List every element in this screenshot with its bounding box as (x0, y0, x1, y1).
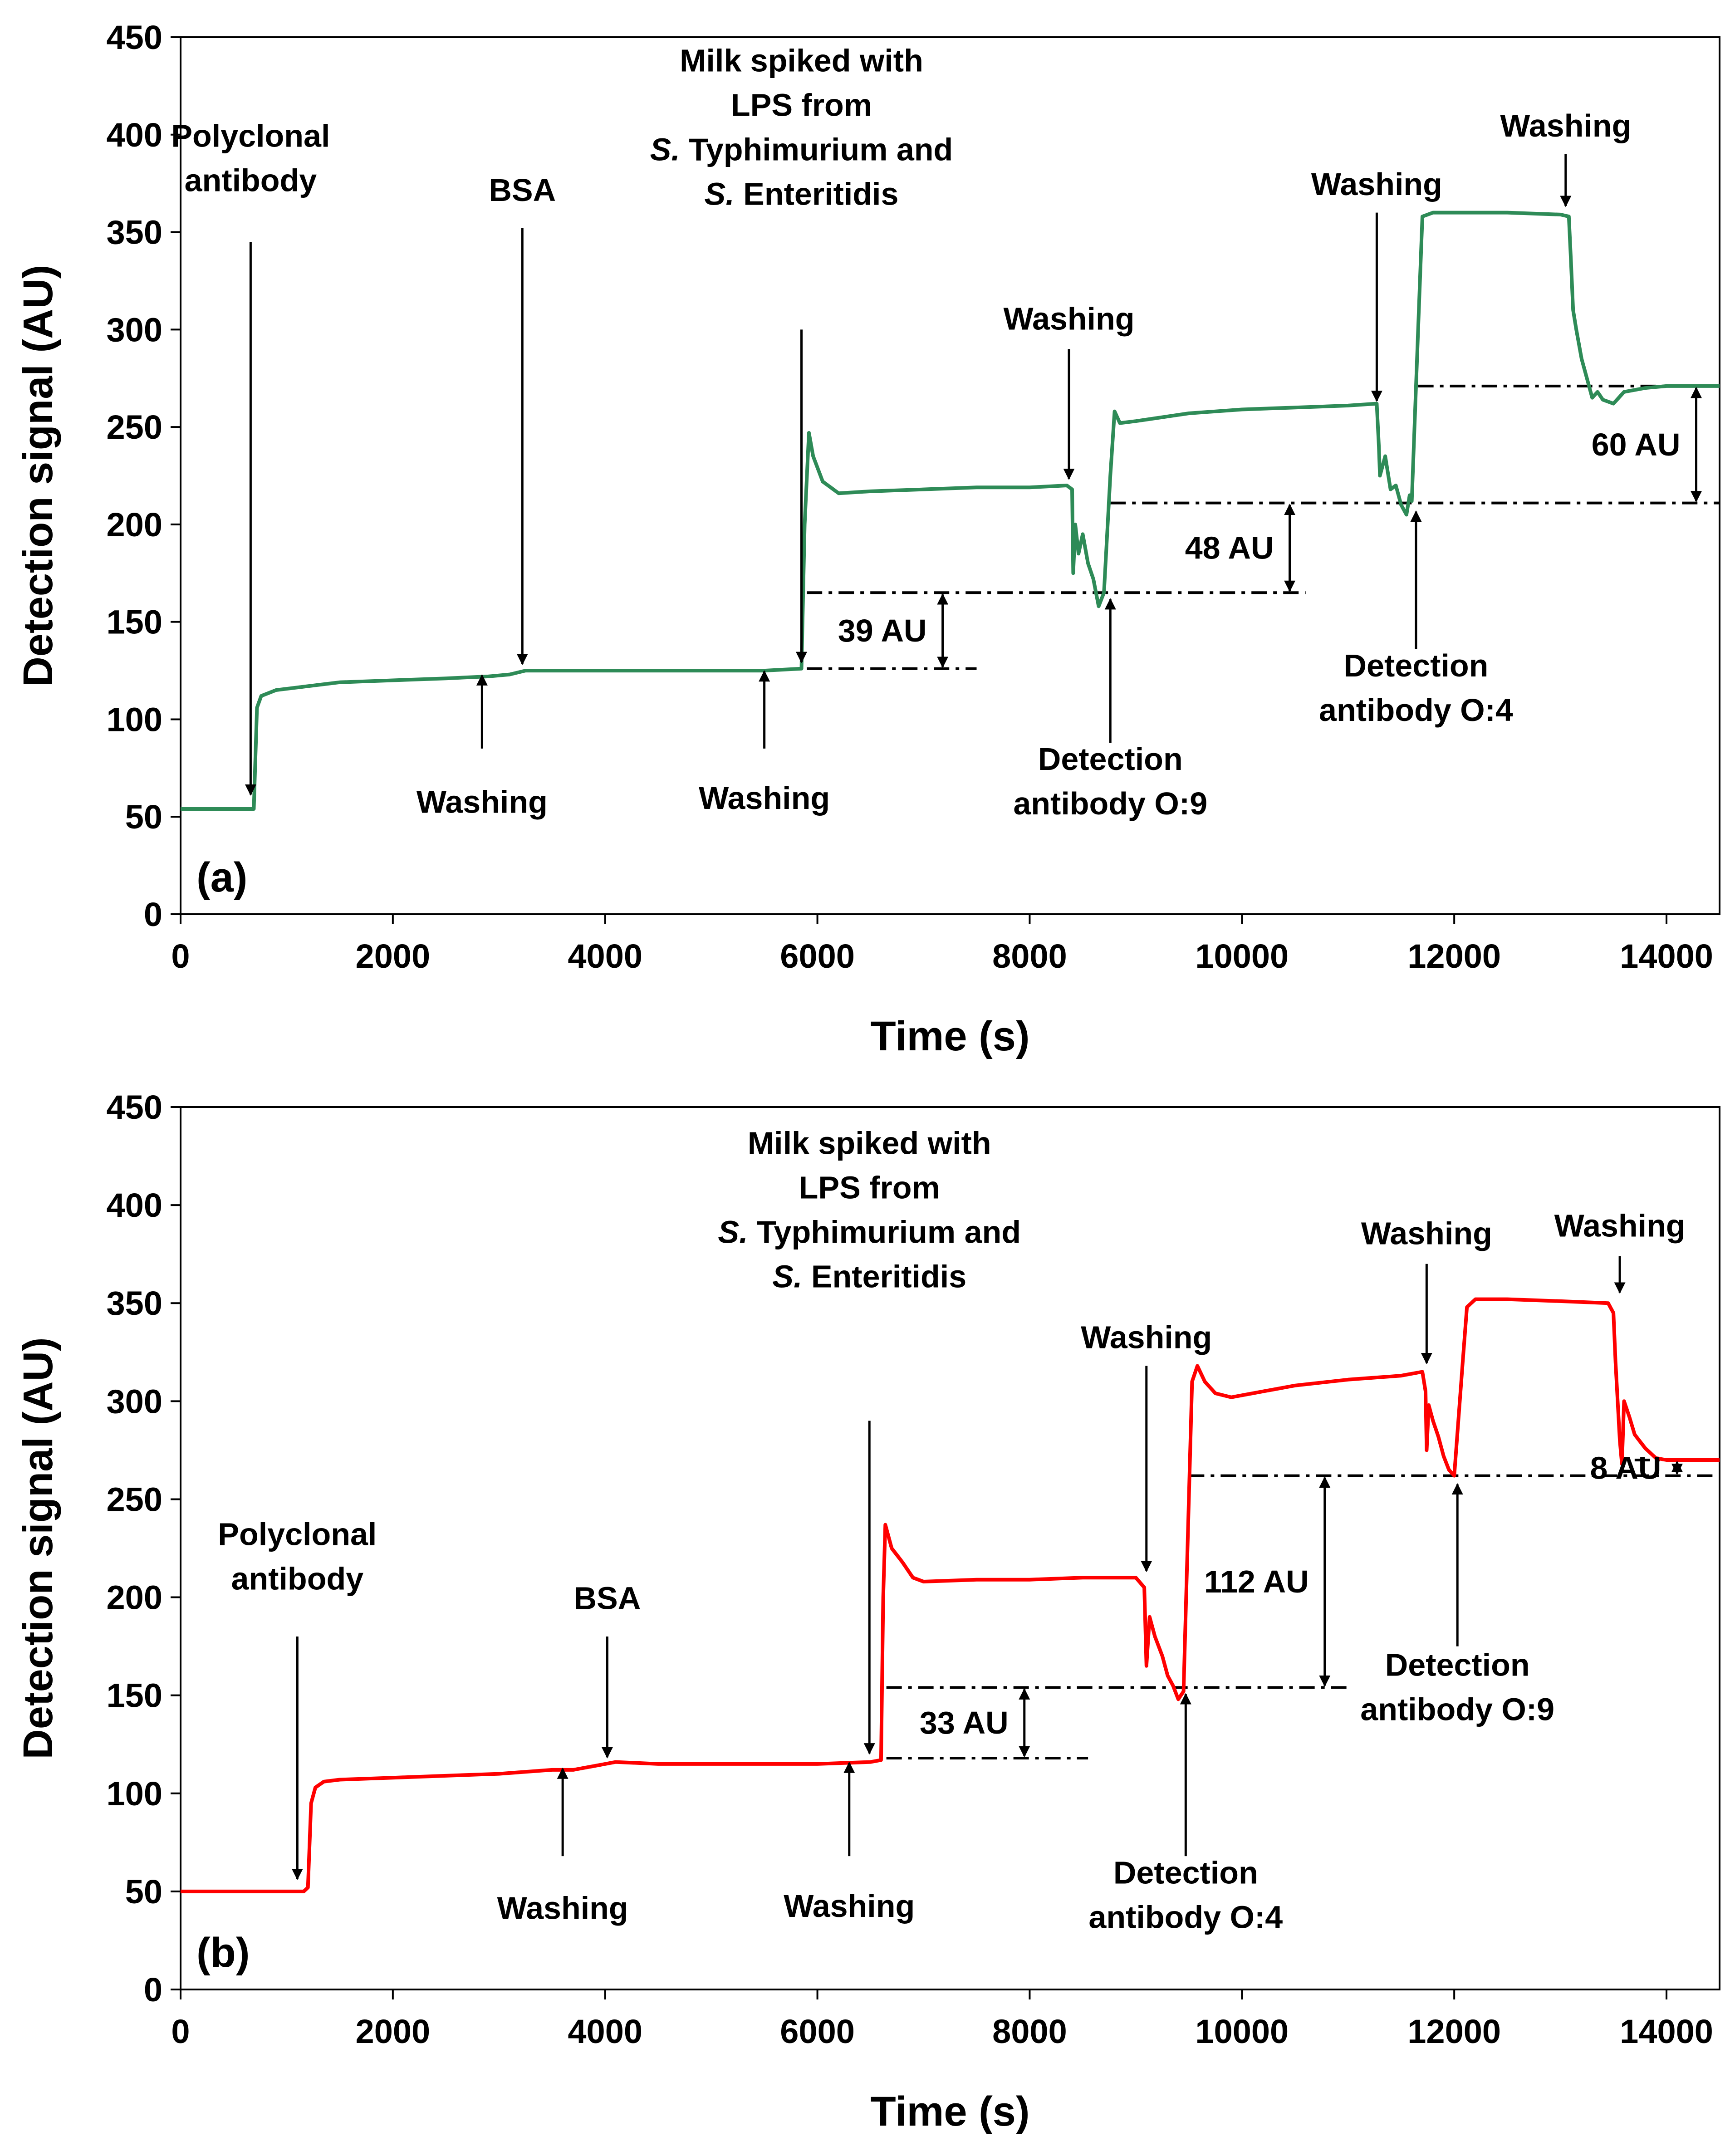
y-axis-label: Detection signal (AU) (15, 1337, 61, 1759)
plot-frame (180, 36, 1720, 915)
plot-frame (180, 1106, 1720, 1990)
y-tick-label: 200 (107, 1579, 162, 1617)
x-tick-label: 2000 (356, 2013, 431, 2050)
annotation-label: Milk spiked with (680, 43, 923, 78)
annotation-label: Polyclonal (171, 118, 330, 153)
annotation-label: Detection (1113, 1855, 1258, 1891)
annotation-label: LPS from (731, 87, 872, 122)
y-tick-label: 200 (107, 506, 162, 544)
annotation-label: Washing (1361, 1216, 1492, 1251)
annotation-label: Washing (1554, 1208, 1686, 1243)
panel-a: 0 50 100 150 200 250 300 350 400 450 0 2000 4000 6000… (15, 19, 1720, 1059)
panel-label: (a) (196, 854, 247, 901)
annotation-label: S. Typhimurium and (650, 132, 953, 167)
annotation-label: Washing (699, 780, 830, 816)
x-tick-label: 14000 (1620, 2013, 1713, 2050)
y-tick-label: 350 (107, 1284, 162, 1322)
annotation-label: antibody O:9 (1013, 786, 1207, 821)
annotation-label: Washing (1081, 1320, 1212, 1355)
annotation-label: Polyclonal (218, 1516, 377, 1552)
y-tick-label: 400 (107, 116, 162, 154)
annotation-label: S. Typhimurium and (718, 1215, 1021, 1250)
y-tick-label: 300 (107, 311, 162, 348)
annotation-label: LPS from (799, 1170, 940, 1205)
annotation-label: Washing (784, 1888, 915, 1924)
y-tick-label: 450 (107, 1088, 162, 1126)
y-tick-label: 250 (107, 1480, 162, 1518)
x-tick-label: 0 (171, 2013, 190, 2050)
signal-line (181, 1297, 1720, 1893)
y-tick-label: 0 (144, 896, 162, 933)
difference-label: 33 AU (920, 1705, 1009, 1740)
x-tick-label: 8000 (992, 937, 1067, 975)
y-tick-label: 400 (107, 1186, 162, 1224)
y-tick-label: 150 (107, 603, 162, 641)
annotation-label: antibody (231, 1561, 363, 1596)
y-tick-label: 50 (125, 1873, 162, 1911)
annotation-label: antibody O:4 (1319, 692, 1513, 728)
y-tick-label: 0 (144, 1971, 162, 2009)
x-tick-label: 12000 (1407, 937, 1501, 975)
x-tick-label: 10000 (1195, 937, 1289, 975)
x-tick-label: 2000 (356, 937, 431, 975)
annotation-label: Detection (1385, 1647, 1530, 1682)
difference-label: 112 AU (1204, 1564, 1309, 1599)
annotation-label: Detection (1038, 741, 1183, 777)
difference-label: 8 AU (1590, 1450, 1661, 1485)
annotation-label: Washing (497, 1890, 628, 1926)
x-tick-label: 8000 (992, 2013, 1067, 2050)
annotation-label: Milk spiked with (748, 1126, 991, 1161)
x-tick-label: 4000 (568, 2013, 642, 2050)
annotation-label: S. Enteritidis (705, 176, 899, 211)
panel-b: 0 50 100 150 200 250 300 350 400 450 0 2000 4000 6000… (15, 1088, 1720, 2135)
x-tick-label: 14000 (1620, 937, 1713, 975)
annotation-label: BSA (489, 172, 556, 208)
x-tick-label: 6000 (780, 937, 855, 975)
x-tick-label: 4000 (568, 937, 642, 975)
x-tick-label: 0 (171, 937, 190, 975)
annotation-label: Washing (417, 784, 548, 820)
annotation-label: Washing (1003, 301, 1134, 336)
y-tick-label: 100 (107, 1775, 162, 1813)
y-tick-label: 300 (107, 1382, 162, 1420)
annotation-label: antibody O:9 (1360, 1691, 1554, 1727)
difference-label: 60 AU (1592, 427, 1681, 462)
annotation-label: antibody (185, 162, 317, 198)
difference-label: 48 AU (1185, 530, 1274, 565)
signal-line (181, 211, 1720, 811)
annotation-label: BSA (574, 1580, 641, 1616)
y-tick-label: 100 (107, 701, 162, 738)
x-axis-label: Time (s) (870, 2088, 1029, 2135)
y-tick-label: 450 (107, 19, 162, 56)
x-tick-label: 12000 (1407, 2013, 1501, 2050)
y-tick-label: 350 (107, 214, 162, 251)
x-tick-label: 10000 (1195, 2013, 1289, 2050)
x-axis-label: Time (s) (870, 1013, 1029, 1059)
annotation-label: Washing (1311, 167, 1442, 202)
annotation-label: S. Enteritidis (772, 1259, 966, 1294)
annotation-label: antibody O:4 (1088, 1900, 1283, 1935)
x-tick-label: 6000 (780, 2013, 855, 2050)
difference-label: 39 AU (838, 613, 927, 648)
annotation-label: Detection (1343, 648, 1488, 683)
y-tick-label: 250 (107, 408, 162, 446)
annotation-label: Washing (1500, 108, 1631, 143)
y-tick-label: 50 (125, 798, 162, 836)
panel-label: (b) (196, 1930, 250, 1976)
y-axis-label: Detection signal (AU) (15, 265, 61, 686)
y-tick-label: 150 (107, 1677, 162, 1715)
